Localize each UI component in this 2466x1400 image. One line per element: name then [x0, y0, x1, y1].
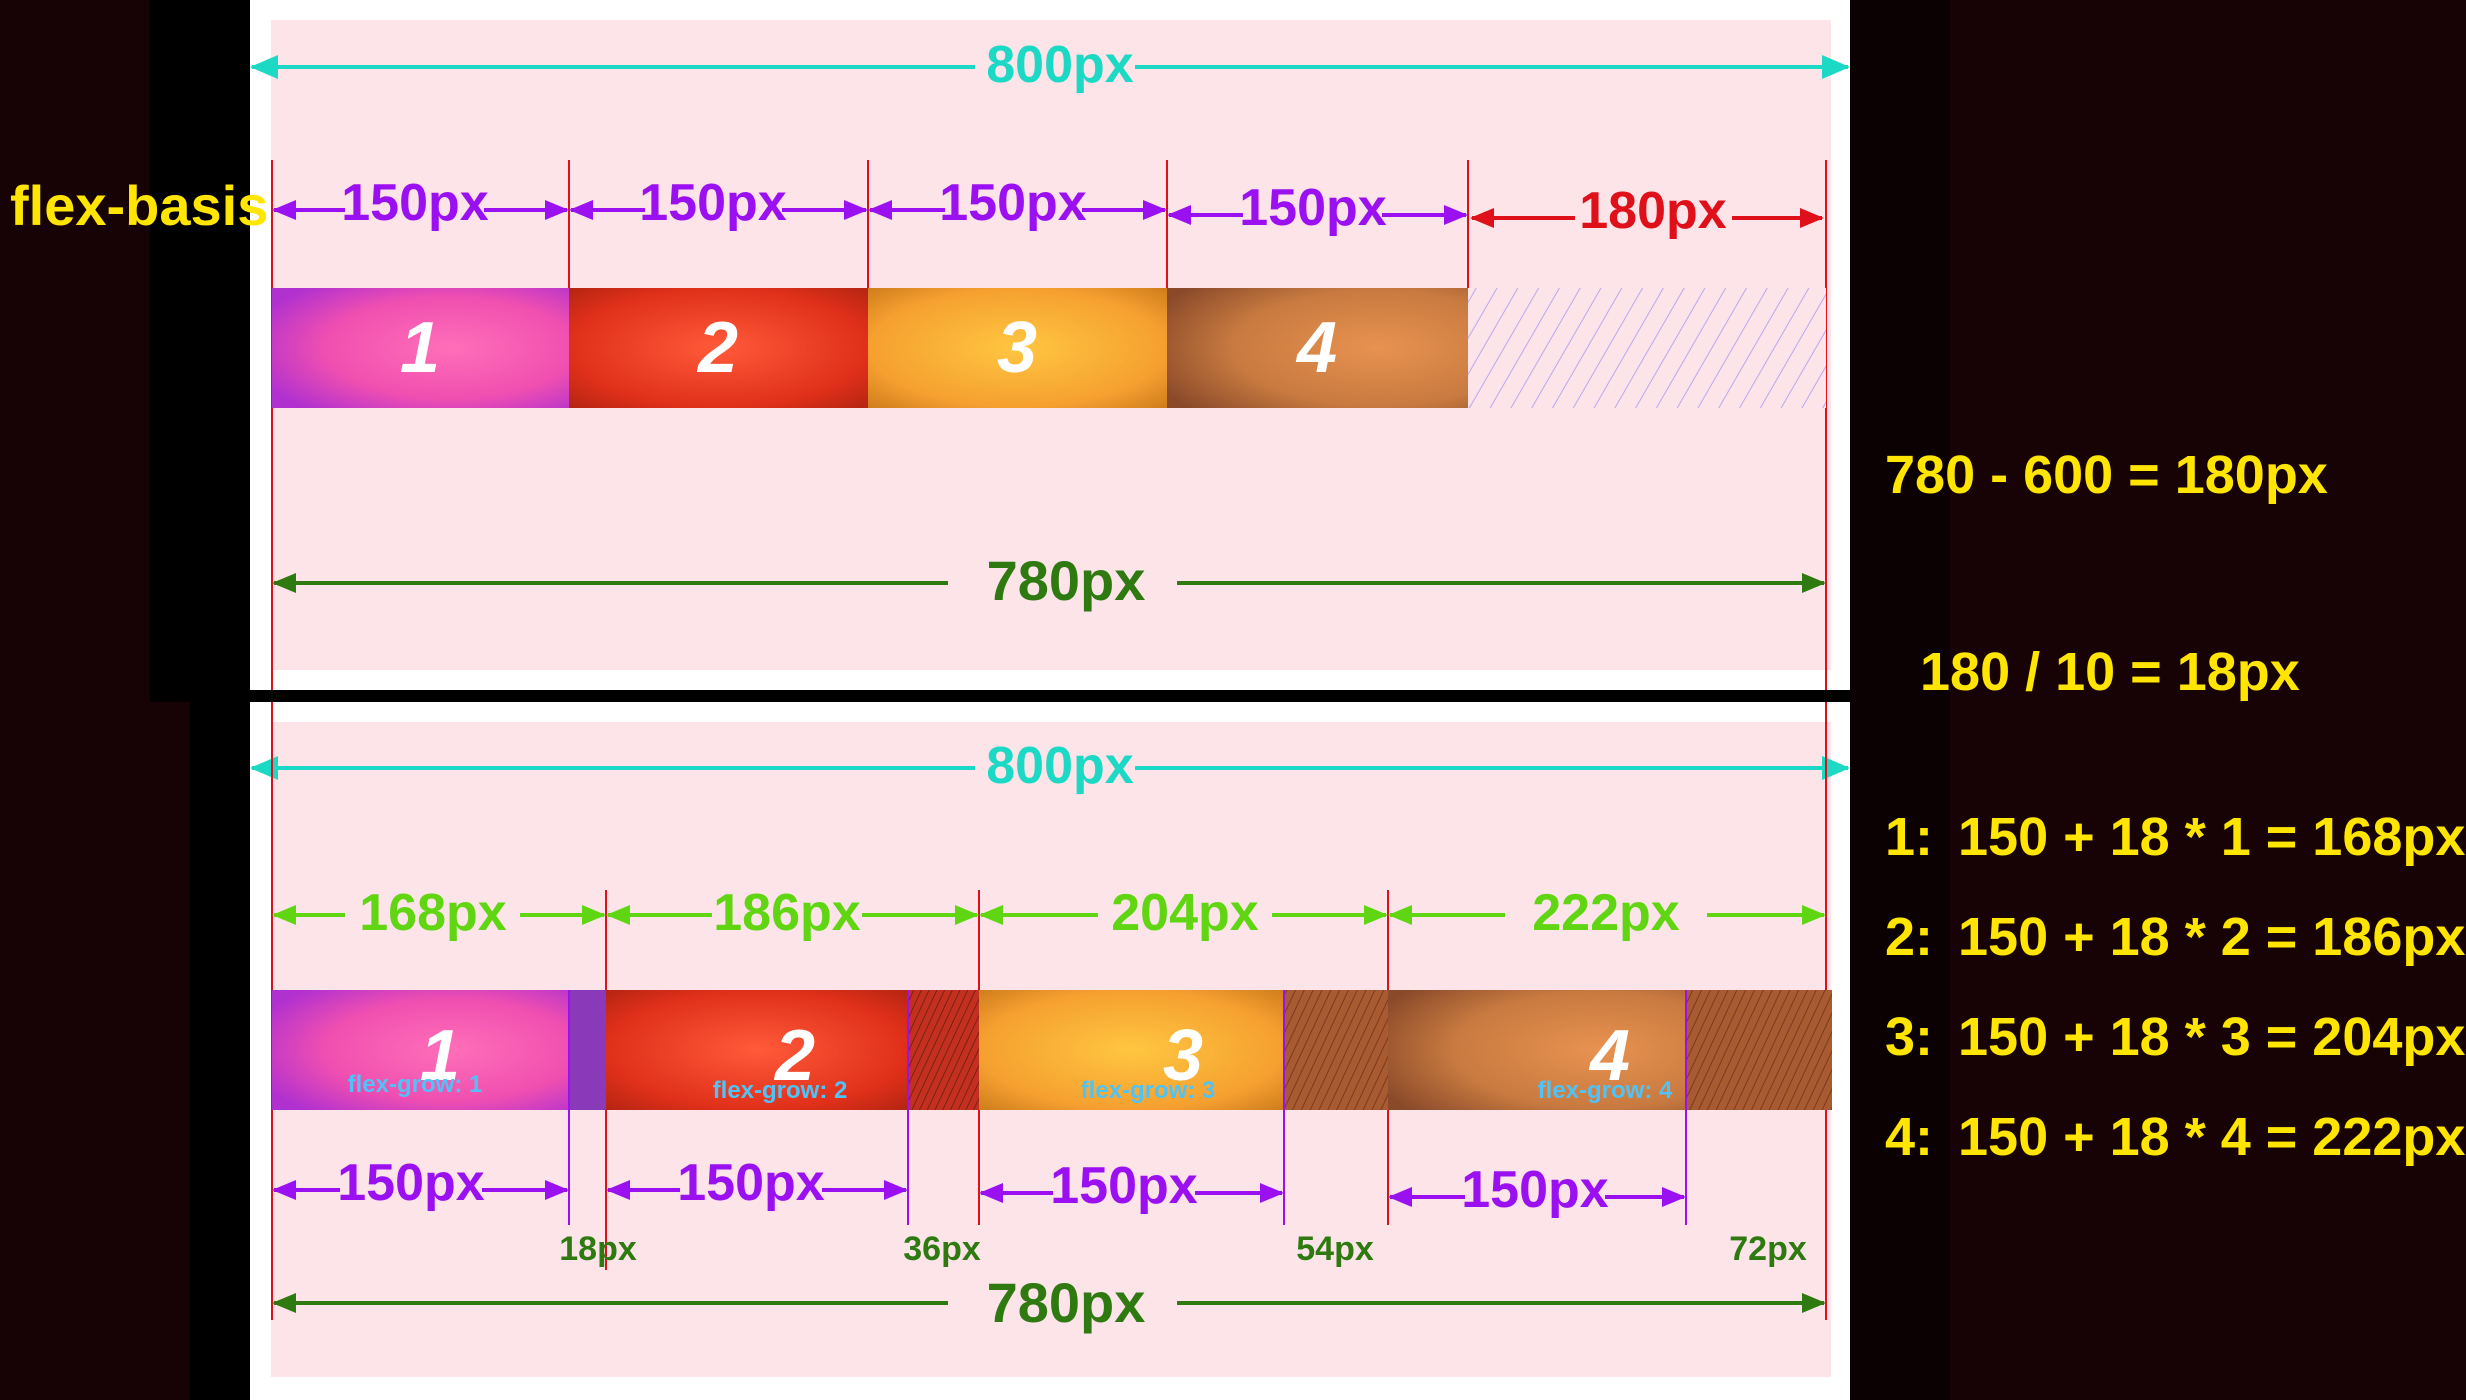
calc-row-2-formula: 150 + 18 * 2 = 186px	[1958, 907, 2465, 967]
bottom-grow-label-4: flex-grow: 4	[1538, 1077, 1673, 1104]
top-panel: 800px 150px 150px 150px 150px 180px 1 2	[250, 0, 1850, 1400]
calc-row-2-prefix: 2:	[1885, 907, 1933, 967]
top-basis-label-2: 150px	[639, 174, 787, 232]
calc-row-4-prefix: 4:	[1885, 1107, 1933, 1167]
bottom-item-3-label: 3	[1163, 1016, 1203, 1096]
bottom-item-3-extra	[1284, 990, 1388, 1110]
bottom-basis-label-4: 150px	[1461, 1161, 1609, 1219]
bottom-grown-label-4: 222px	[1532, 884, 1680, 942]
bottom-item-3-basis	[979, 990, 1284, 1110]
top-item-2	[569, 288, 868, 408]
top-item-3	[868, 288, 1167, 408]
bottom-extra-label-4: 72px	[1729, 1230, 1807, 1268]
top-item-4	[1167, 288, 1468, 408]
calc-row-4-formula: 150 + 18 * 4 = 222px	[1958, 1107, 2465, 1167]
calc-free-space: 780 - 600 = 180px	[1885, 445, 2328, 505]
bottom-extra-label-1: 18px	[559, 1230, 637, 1268]
calculations: 780 - 600 = 180px 180 / 10 = 18px 1: 150…	[1885, 445, 2465, 1167]
bottom-item-1-extra	[569, 990, 606, 1110]
calc-row-3-prefix: 3:	[1885, 1007, 1933, 1067]
top-free-space-label: 180px	[1579, 182, 1727, 240]
flex-basis-label: flex-basis	[10, 174, 268, 237]
bottom-item-4-label: 4	[1588, 1016, 1630, 1096]
bottom-item-1-basis	[272, 990, 569, 1110]
bottom-item-2-basis	[606, 990, 908, 1110]
top-item-2-label: 2	[696, 308, 738, 388]
bottom-item-4-extra	[1686, 990, 1832, 1110]
bottom-container-width-label: 800px	[986, 737, 1134, 795]
bottom-extra-label-2: 36px	[903, 1230, 981, 1268]
top-basis-label-1: 150px	[341, 174, 489, 232]
bottom-item-4-basis	[1388, 990, 1686, 1110]
top-item-4-label: 4	[1295, 308, 1337, 388]
top-container-width-label: 800px	[986, 36, 1134, 94]
top-basis-label-4: 150px	[1239, 179, 1387, 237]
calc-unit: 180 / 10 = 18px	[1920, 642, 2300, 702]
bottom-grown-label-1: 168px	[359, 884, 507, 942]
top-item-1	[272, 288, 569, 408]
bottom-basis-label-2: 150px	[677, 1154, 825, 1212]
bottom-grown-label-2: 186px	[713, 884, 861, 942]
bottom-extra-label-3: 54px	[1296, 1230, 1374, 1268]
bottom-grown-label-3: 204px	[1111, 884, 1259, 942]
bottom-grow-label-1: flex-grow: 1	[348, 1071, 483, 1098]
calc-row-3-formula: 150 + 18 * 3 = 204px	[1958, 1007, 2465, 1067]
top-content-width-label: 780px	[987, 549, 1146, 612]
bottom-panel: 800px 168px 186px 204px 222px 1	[250, 702, 1850, 1400]
top-free-space-area	[1468, 288, 1826, 408]
top-item-3-label: 3	[997, 308, 1037, 388]
calc-row-1-prefix: 1:	[1885, 807, 1933, 867]
bottom-content-width-label: 780px	[987, 1271, 1146, 1334]
bottom-item-2-label: 2	[773, 1016, 815, 1096]
bottom-grow-label-3: flex-grow: 3	[1081, 1077, 1216, 1104]
top-basis-label-3: 150px	[939, 174, 1087, 232]
bottom-basis-label-1: 150px	[337, 1154, 485, 1212]
calc-row-1-formula: 150 + 18 * 1 = 168px	[1958, 807, 2465, 867]
bottom-grow-label-2: flex-grow: 2	[713, 1077, 848, 1104]
top-item-1-label: 1	[400, 308, 440, 388]
bottom-basis-label-3: 150px	[1050, 1157, 1198, 1215]
bottom-item-1-label: 1	[420, 1016, 460, 1096]
bottom-item-2-extra	[908, 990, 979, 1110]
